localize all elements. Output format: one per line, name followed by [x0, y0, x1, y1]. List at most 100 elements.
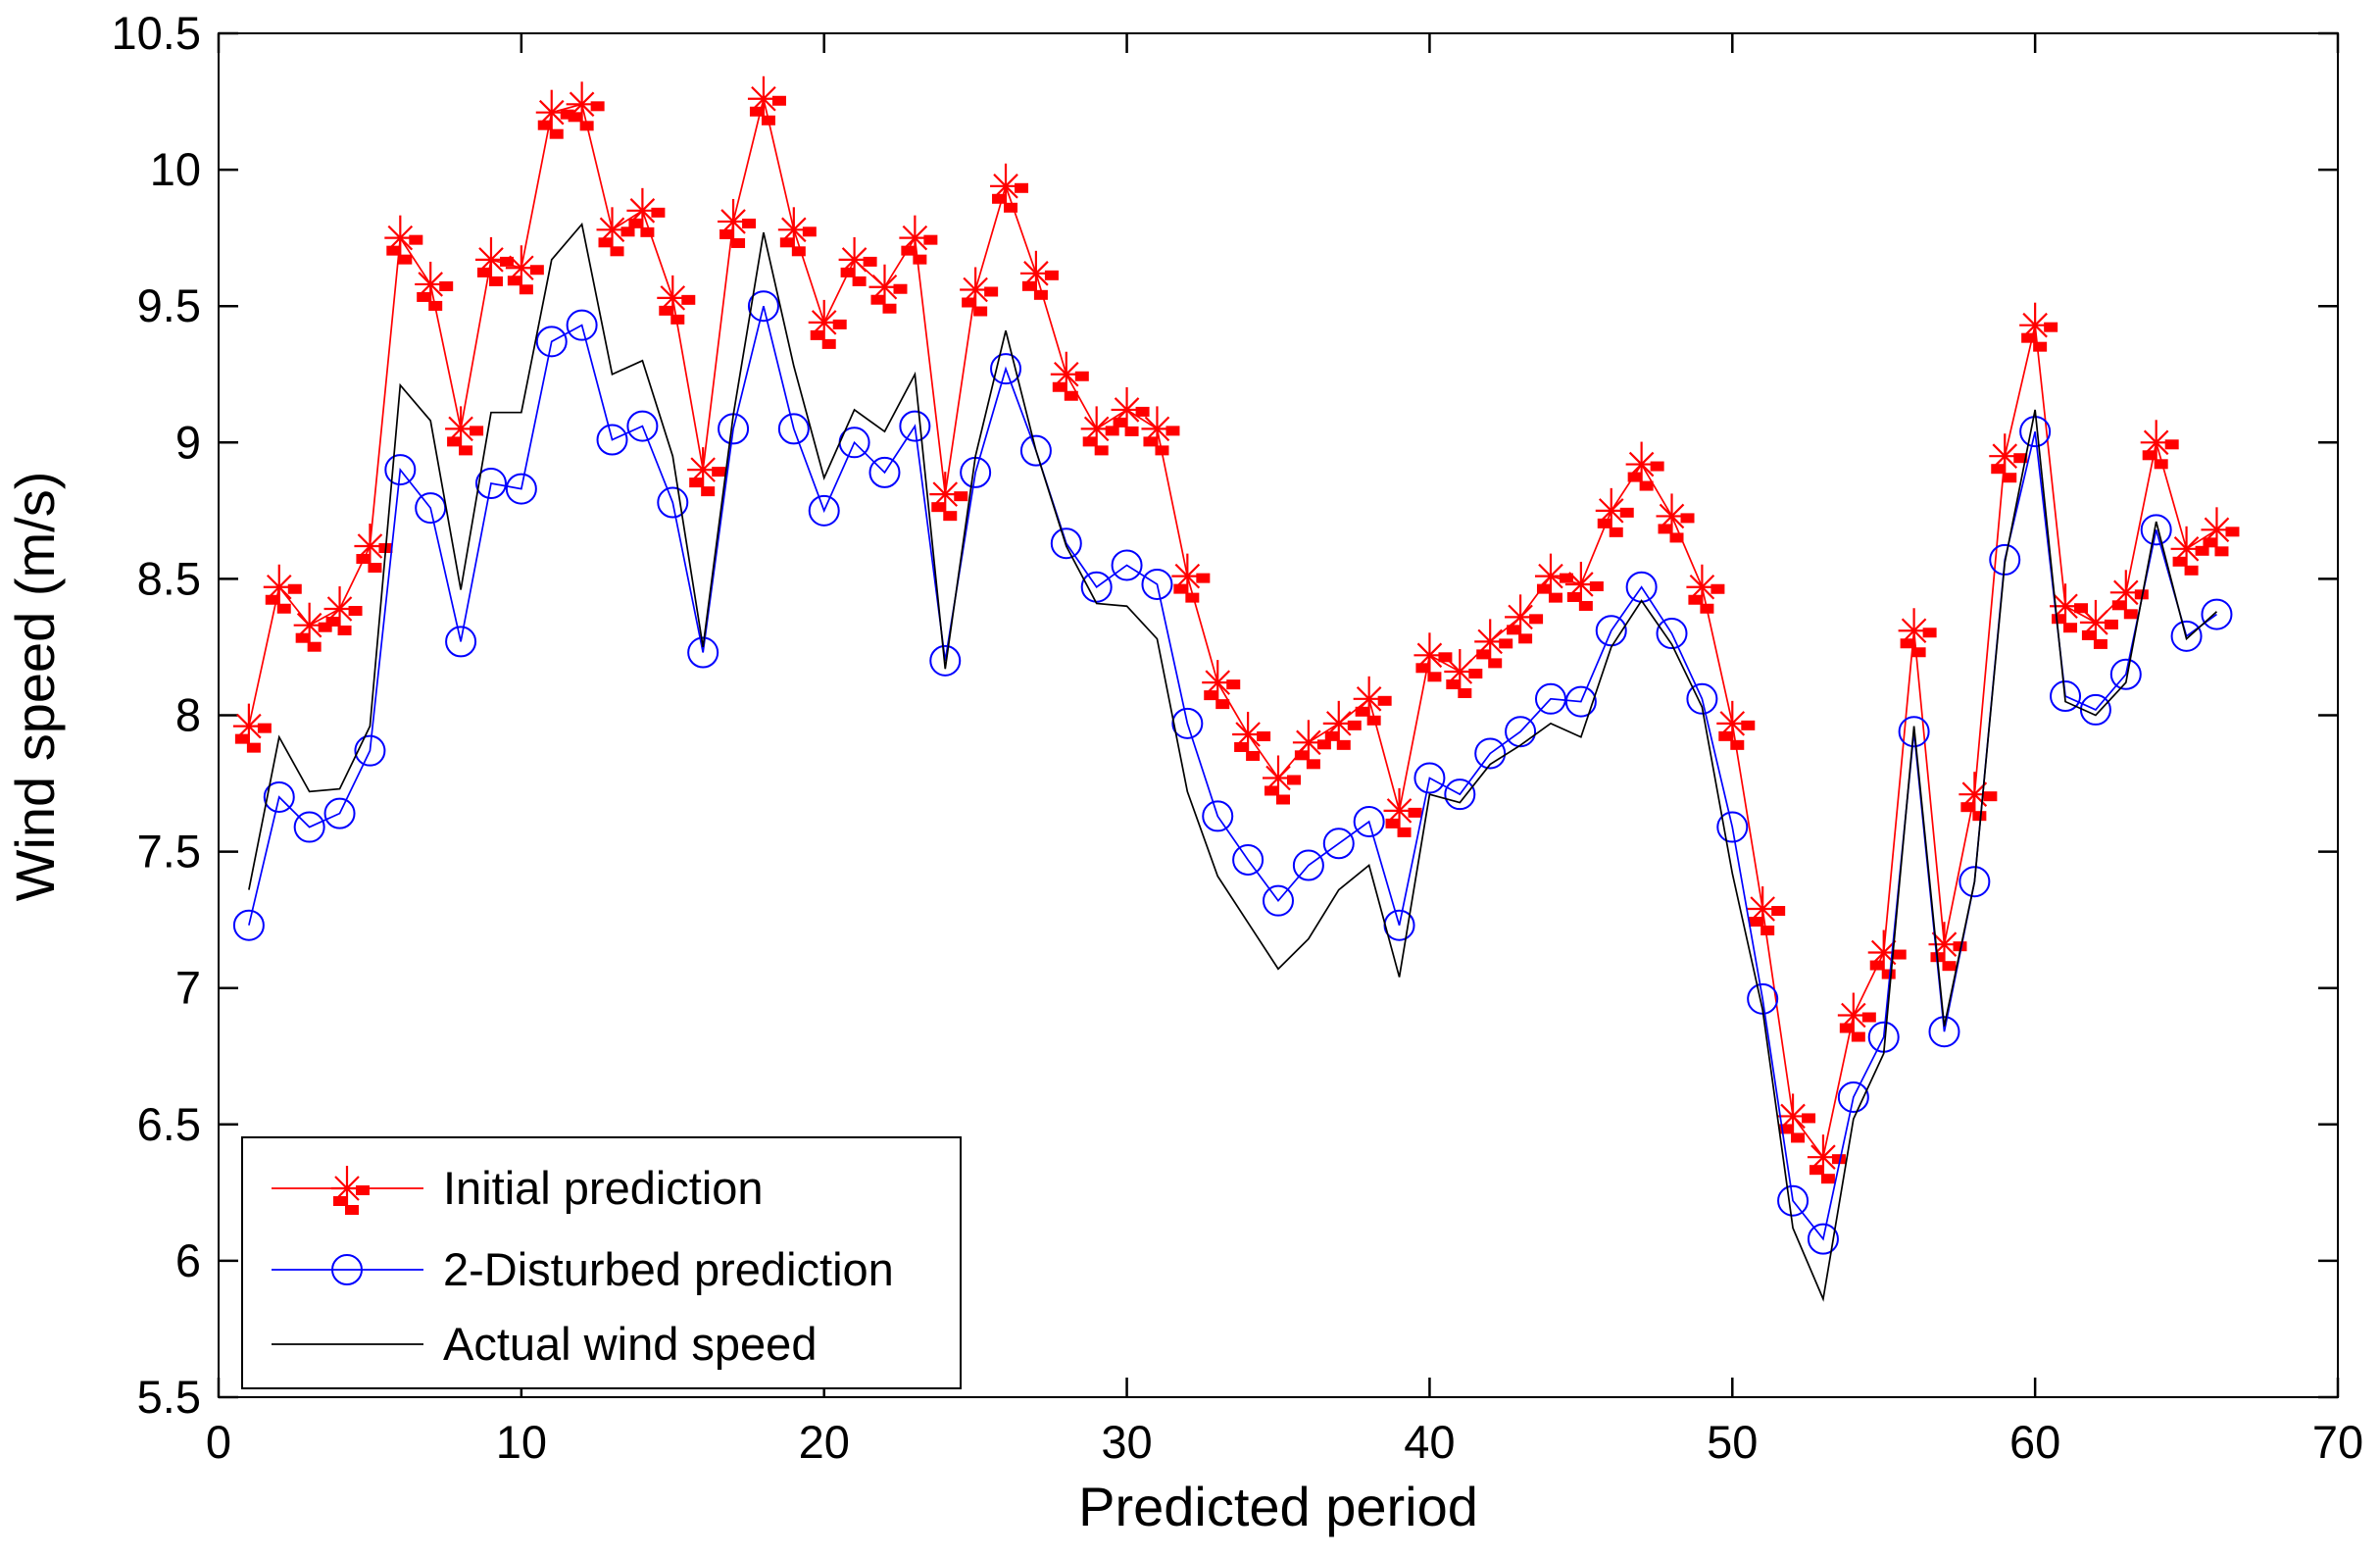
circle-marker	[1959, 866, 1991, 898]
y-tick-label: 10	[150, 143, 201, 195]
y-tick-label: 10.5	[112, 7, 201, 59]
x-tick-label: 50	[1707, 1416, 1758, 1468]
x-tick-label: 20	[799, 1416, 850, 1468]
asterisk-marker	[2050, 583, 2089, 633]
legend-label-actual-wind-speed: Actual wind speed	[443, 1318, 817, 1370]
circle-marker	[1989, 543, 2021, 576]
circle-marker	[1777, 1184, 1810, 1217]
x-tick-label: 70	[2312, 1416, 2363, 1468]
axis-ticks	[217, 31, 2340, 1399]
series-initial-prediction-line	[248, 98, 2217, 1160]
asterisk-marker	[1959, 772, 1998, 822]
x-tick-labels: 0 10 20 30 40 50 60 70	[206, 1416, 2363, 1468]
circle-marker	[1686, 682, 1718, 715]
circle-marker	[657, 486, 689, 519]
circle-marker	[1898, 716, 1930, 748]
asterisk-marker	[415, 261, 454, 311]
asterisk-marker	[747, 75, 786, 126]
circle-marker	[1928, 1016, 1960, 1048]
circle-marker	[415, 492, 447, 525]
asterisk-marker	[1019, 250, 1059, 300]
circle-marker	[384, 454, 417, 486]
asterisk-marker	[1625, 441, 1664, 491]
asterisk-marker	[1747, 886, 1786, 936]
y-axis-label: Wind speed (m/s)	[4, 472, 66, 902]
asterisk-marker	[1383, 787, 1422, 837]
circle-marker	[232, 909, 265, 941]
y-tick-label: 8.5	[137, 552, 201, 604]
circle-marker	[1413, 762, 1446, 794]
circle-marker	[1807, 1223, 1839, 1255]
y-tick-label: 5.5	[137, 1371, 201, 1423]
y-tick-labels: 5.5 6 6.5 7 7.5 8 8.5 9 9.5 10 10.5	[112, 7, 201, 1423]
asterisk-marker	[2140, 420, 2179, 470]
circle-marker	[1141, 568, 1173, 600]
asterisk-marker	[1171, 553, 1211, 603]
circle-marker	[1656, 618, 1688, 650]
asterisk-marker	[1989, 433, 2028, 483]
circle-marker	[596, 424, 628, 456]
x-tick-label: 40	[1404, 1416, 1455, 1468]
asterisk-marker	[1807, 1134, 1846, 1184]
circle-marker	[1019, 434, 1052, 467]
legend-label-disturbed-prediction: 2-Disturbed prediction	[443, 1243, 894, 1295]
y-tick-label: 7	[175, 962, 201, 1014]
asterisk-marker	[960, 267, 999, 317]
x-axis-label: Predicted period	[1078, 1476, 1478, 1537]
series-disturbed-prediction-line	[248, 305, 2217, 1241]
circle-marker	[747, 290, 779, 323]
circle-marker	[1837, 1080, 1869, 1113]
x-tick-label: 10	[496, 1416, 547, 1468]
asterisk-marker	[1232, 711, 1271, 761]
circle-marker	[445, 626, 477, 658]
y-tick-label: 9.5	[137, 279, 201, 331]
asterisk-marker	[1716, 700, 1756, 750]
y-tick-label: 6.5	[137, 1098, 201, 1150]
circle-marker	[899, 410, 931, 442]
circle-marker	[474, 468, 507, 500]
asterisk-marker	[2019, 302, 2058, 352]
y-tick-label: 9	[175, 416, 201, 468]
asterisk-marker	[1263, 755, 1301, 805]
series-actual-wind-speed-line	[248, 222, 2218, 1302]
circle-marker	[2140, 514, 2172, 546]
y-tick-label: 6	[175, 1234, 201, 1286]
asterisk-marker	[535, 89, 574, 139]
asterisk-marker	[899, 215, 938, 265]
series-disturbed-prediction-markers	[232, 290, 2233, 1255]
asterisk-marker	[1898, 608, 1937, 658]
circle-marker	[777, 413, 810, 445]
x-tick-label: 60	[2009, 1416, 2060, 1468]
asterisk-marker	[2201, 507, 2240, 557]
asterisk-marker	[384, 215, 423, 265]
asterisk-marker	[1202, 660, 1241, 710]
asterisk-marker	[777, 207, 817, 257]
asterisk-marker	[293, 602, 332, 652]
circle-marker	[808, 494, 840, 527]
circle-marker	[2170, 620, 2203, 652]
asterisk-marker	[1534, 553, 1573, 603]
circle-marker	[1263, 884, 1294, 917]
circle-marker	[626, 410, 659, 442]
legend-label-initial-prediction: Initial prediction	[443, 1162, 764, 1214]
asterisk-marker	[1353, 676, 1392, 726]
circle-marker	[323, 797, 356, 829]
asterisk-marker	[1686, 564, 1725, 614]
circle-marker	[1292, 849, 1324, 881]
asterisk-marker	[1505, 594, 1544, 644]
asterisk-marker	[1141, 406, 1180, 456]
circle-marker	[1505, 716, 1537, 748]
asterisk-marker	[838, 236, 877, 286]
circle-marker	[263, 780, 295, 813]
asterisk-marker	[2170, 526, 2209, 576]
asterisk-marker	[990, 163, 1029, 213]
circle-marker	[1171, 707, 1204, 739]
y-tick-label: 8	[175, 689, 201, 741]
asterisk-marker	[1413, 632, 1453, 682]
asterisk-marker	[566, 81, 605, 131]
circle-marker	[2050, 680, 2082, 713]
circle-marker	[535, 326, 568, 358]
asterisk-marker	[596, 207, 635, 257]
circle-marker	[990, 353, 1022, 385]
asterisk-marker	[1080, 406, 1119, 456]
